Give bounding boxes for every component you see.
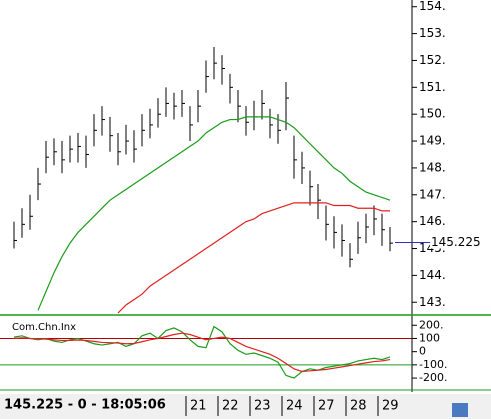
line-series [13,325,391,379]
date-label: 24 [286,399,303,414]
y-tick-label: 151. [419,80,446,94]
line-series [37,116,391,311]
y-tick-label: 143. [419,295,446,309]
date-label: 29 [382,399,399,414]
icon[interactable] [452,403,468,417]
last-price-label: 145.225 [431,235,481,249]
status-bar [0,394,491,419]
date-label: 22 [222,399,239,414]
line-series [13,332,391,373]
y-tick-label: 152. [419,53,446,67]
line-series [117,202,390,314]
y-tick-label: 149. [419,134,446,148]
y-tick-label: -200. [419,371,447,384]
y-tick-label: 0 [419,345,426,358]
y-tick-label: 144. [419,268,446,282]
date-label: 28 [350,399,367,414]
date-label: 23 [254,399,271,414]
y-tick-label: 148. [419,160,446,174]
y-tick-label: 150. [419,107,446,121]
y-tick-label: 200. [419,318,444,331]
status-text: 145.225 - 0 - 18:05:06 [4,398,166,413]
y-tick-label: 147. [419,187,446,201]
indicator-title: Com.Chn.Inx [12,322,76,333]
last-price-box [430,235,480,249]
y-tick-label: 146. [419,214,446,228]
date-label: 27 [318,399,335,414]
y-tick-label: 100 [419,331,440,344]
y-tick-label: 154. [419,0,446,13]
date-label: 21 [190,399,207,414]
y-tick-label: -100. [419,358,447,371]
y-tick-label: 153. [419,26,446,40]
